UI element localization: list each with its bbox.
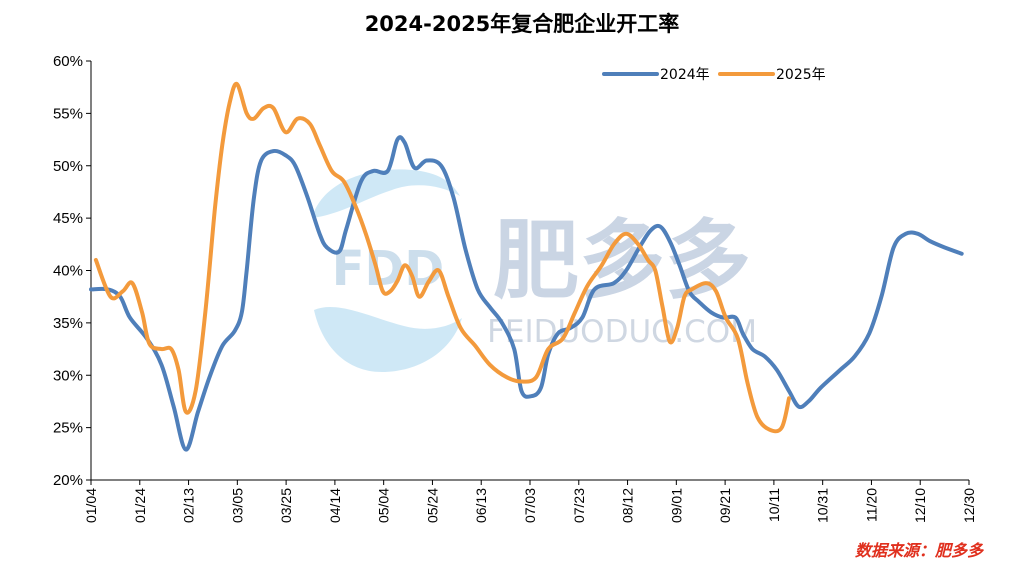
x-tick-label: 12/10 bbox=[912, 488, 928, 523]
x-tick-label: 06/13 bbox=[473, 488, 489, 523]
axes: 20% 25% 30% 35% 40% 45% 50% 55% 60% 01/04 01/24 02/… bbox=[53, 53, 977, 523]
y-tick-label: 60% bbox=[53, 53, 83, 70]
x-tick-label: 09/21 bbox=[717, 488, 733, 523]
x-tick-label: 03/05 bbox=[229, 488, 245, 523]
watermark-english-text: FEIDUODUO.COM bbox=[487, 314, 757, 350]
x-tick-label: 03/25 bbox=[278, 488, 294, 523]
y-tick-label: 25% bbox=[53, 420, 83, 437]
x-tick-label: 10/31 bbox=[815, 488, 831, 523]
x-tick-label: 09/01 bbox=[668, 488, 684, 523]
x-tick-label: 02/13 bbox=[181, 488, 197, 523]
series-layer bbox=[89, 81, 964, 452]
x-tick-label: 04/14 bbox=[327, 488, 343, 523]
x-tick-label: 05/24 bbox=[424, 488, 440, 523]
y-tick-label: 55% bbox=[53, 105, 83, 122]
y-tick-label: 35% bbox=[53, 315, 83, 332]
x-tick-label: 08/12 bbox=[620, 488, 636, 523]
watermark-leaf-bottom bbox=[314, 307, 462, 372]
y-tick-label: 20% bbox=[53, 472, 83, 489]
y-tick-label: 40% bbox=[53, 263, 83, 280]
x-tick-label: 01/04 bbox=[83, 488, 99, 523]
series-line-2025 bbox=[93, 81, 791, 434]
x-tick-label: 05/04 bbox=[376, 488, 392, 523]
x-tick-label: 07/23 bbox=[571, 488, 587, 523]
watermark-logo-text: FDD bbox=[332, 241, 444, 297]
x-tick-label: 01/24 bbox=[132, 488, 148, 523]
legend-label-2025: 2025年 bbox=[776, 67, 826, 83]
x-tick-label: 10/11 bbox=[766, 488, 782, 522]
y-tick-label: 45% bbox=[53, 210, 83, 227]
y-tick-label: 50% bbox=[53, 158, 83, 175]
y-tick-label: 30% bbox=[53, 367, 83, 384]
legend: 2024年 2025年 bbox=[602, 67, 826, 83]
watermark-chinese-text: 肥多多 bbox=[493, 211, 751, 311]
legend-label-2024: 2024年 bbox=[660, 67, 710, 83]
watermark-leaf-top bbox=[312, 169, 460, 218]
source-note: 数据来源：肥多多 bbox=[855, 541, 985, 560]
series-line-2024 bbox=[89, 135, 964, 452]
x-tick-label: 11/20 bbox=[863, 488, 879, 522]
x-tick-label: 12/30 bbox=[961, 488, 977, 523]
chart-title: 2024-2025年复合肥企业开工率 bbox=[365, 12, 680, 36]
x-tick-label: 07/03 bbox=[522, 488, 538, 523]
